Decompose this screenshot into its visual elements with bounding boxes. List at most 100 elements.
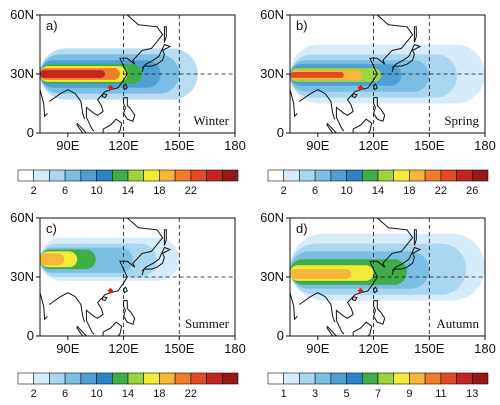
x-tick-label: 120E [108,341,139,356]
panel-winter: 60N 30N 0 90E 120E 150E 180 a) Winter 2 6 10 14 18 22 [0,0,250,202]
x-tick-label: 90E [306,138,329,153]
colorbar-label: 10 [90,185,102,197]
coastline [123,286,128,294]
colorbar-swatch [127,169,144,182]
coastline [299,292,336,323]
colorbar-swatch [190,169,207,182]
panel-label: a) [46,18,58,33]
season-label: Autumn [436,316,479,331]
y-tick-label: 60N [260,210,284,225]
colorbar-label: 6 [312,185,318,197]
colorbar-swatch [112,372,129,385]
colorbar-swatch [299,372,316,385]
coastline [352,321,373,336]
colorbar-swatch [346,169,363,182]
colorbar-swatch [33,169,50,182]
station-marker [107,287,114,294]
coastline [299,89,336,120]
x-tick-label: 120E [358,341,389,356]
panel-label: c) [46,221,57,236]
colorbar-label: 7 [375,388,381,400]
colorbar-swatch [17,169,34,182]
colorbar-label: 22 [435,185,447,197]
colorbar-swatch [190,372,207,385]
colorbar-swatch [283,169,300,182]
colorbar-swatch [330,372,347,385]
panel-label: b) [296,18,308,33]
colorbar-swatch [80,372,97,385]
x-tick-label: 150E [414,138,445,153]
season-label: Summer [185,316,230,331]
colorbar-swatch [96,169,113,182]
coastline [413,26,417,43]
coastline [49,89,86,120]
x-tick-label: 150E [164,341,195,356]
coastline [352,118,373,133]
colorbar-swatch [96,372,113,385]
colorbar-swatch [17,372,34,385]
colorbar-swatch [267,372,284,385]
contour-band [40,70,105,78]
colorbar-swatch [33,372,50,385]
coastline [40,89,48,118]
coastline [76,325,88,336]
x-tick-label: 150E [414,341,445,356]
coastline [40,292,48,321]
y-tick-label: 0 [277,125,284,140]
coastline [76,122,88,133]
x-tick-label: 180 [224,341,246,356]
colorbar-label: 6 [62,388,68,400]
colorbar-swatch [362,169,379,182]
y-tick-label: 60N [10,210,34,225]
colorbar-swatch [393,372,410,385]
coastline [391,43,422,73]
colorbar-swatch [456,372,473,385]
season-label: Winter [193,113,229,128]
colorbar-swatch [112,169,129,182]
y-tick-label: 0 [277,328,284,343]
panel-summer: 60N 30N 0 90E 120E 150E 180 c) Summer 2 6 10 14 18 22 [0,203,250,405]
colorbar-swatch [127,372,144,385]
colorbar-label: 14 [122,185,134,197]
y-tick-label: 0 [27,328,34,343]
colorbar-swatch [159,169,176,182]
colorbar-label: 10 [340,185,352,197]
coastline [101,296,108,302]
coastline [326,122,338,133]
coastline [102,321,123,336]
contour-layer [290,218,485,336]
station-marker [357,84,364,91]
coastline [123,83,128,91]
colorbar-label: 6 [62,185,68,197]
y-tick-label: 30N [10,269,34,284]
coastline [373,97,386,122]
colorbar-label: 14 [122,388,134,400]
coastline [351,296,358,302]
colorbar-label: 2 [31,185,37,197]
colorbar-swatch [472,169,489,182]
coastline [102,118,123,133]
colorbar-label: 1 [281,388,287,400]
colorbar-label: 5 [344,388,350,400]
coastline [413,229,417,246]
coastline [290,292,298,321]
x-tick-label: 90E [306,341,329,356]
colorbar-swatch [440,169,457,182]
y-tick-label: 0 [27,125,34,140]
coastline [351,93,358,99]
colorbar-swatch [346,372,363,385]
colorbar-label: 2 [31,388,37,400]
colorbar-label: 26 [466,185,478,197]
colorbar-swatch [456,169,473,182]
coastline [141,246,172,276]
colorbar-label: 9 [406,388,412,400]
map-svg: 60N 30N 0 90E 120E 150E 180 c) Summer 2 6 10 14 18 22 [10,210,246,400]
coastline [49,292,86,323]
y-tick-label: 30N [260,269,284,284]
coastline [391,246,422,276]
colorbar-swatch [143,372,160,385]
colorbar-label: 11 [435,388,446,400]
colorbar-swatch [64,372,82,385]
